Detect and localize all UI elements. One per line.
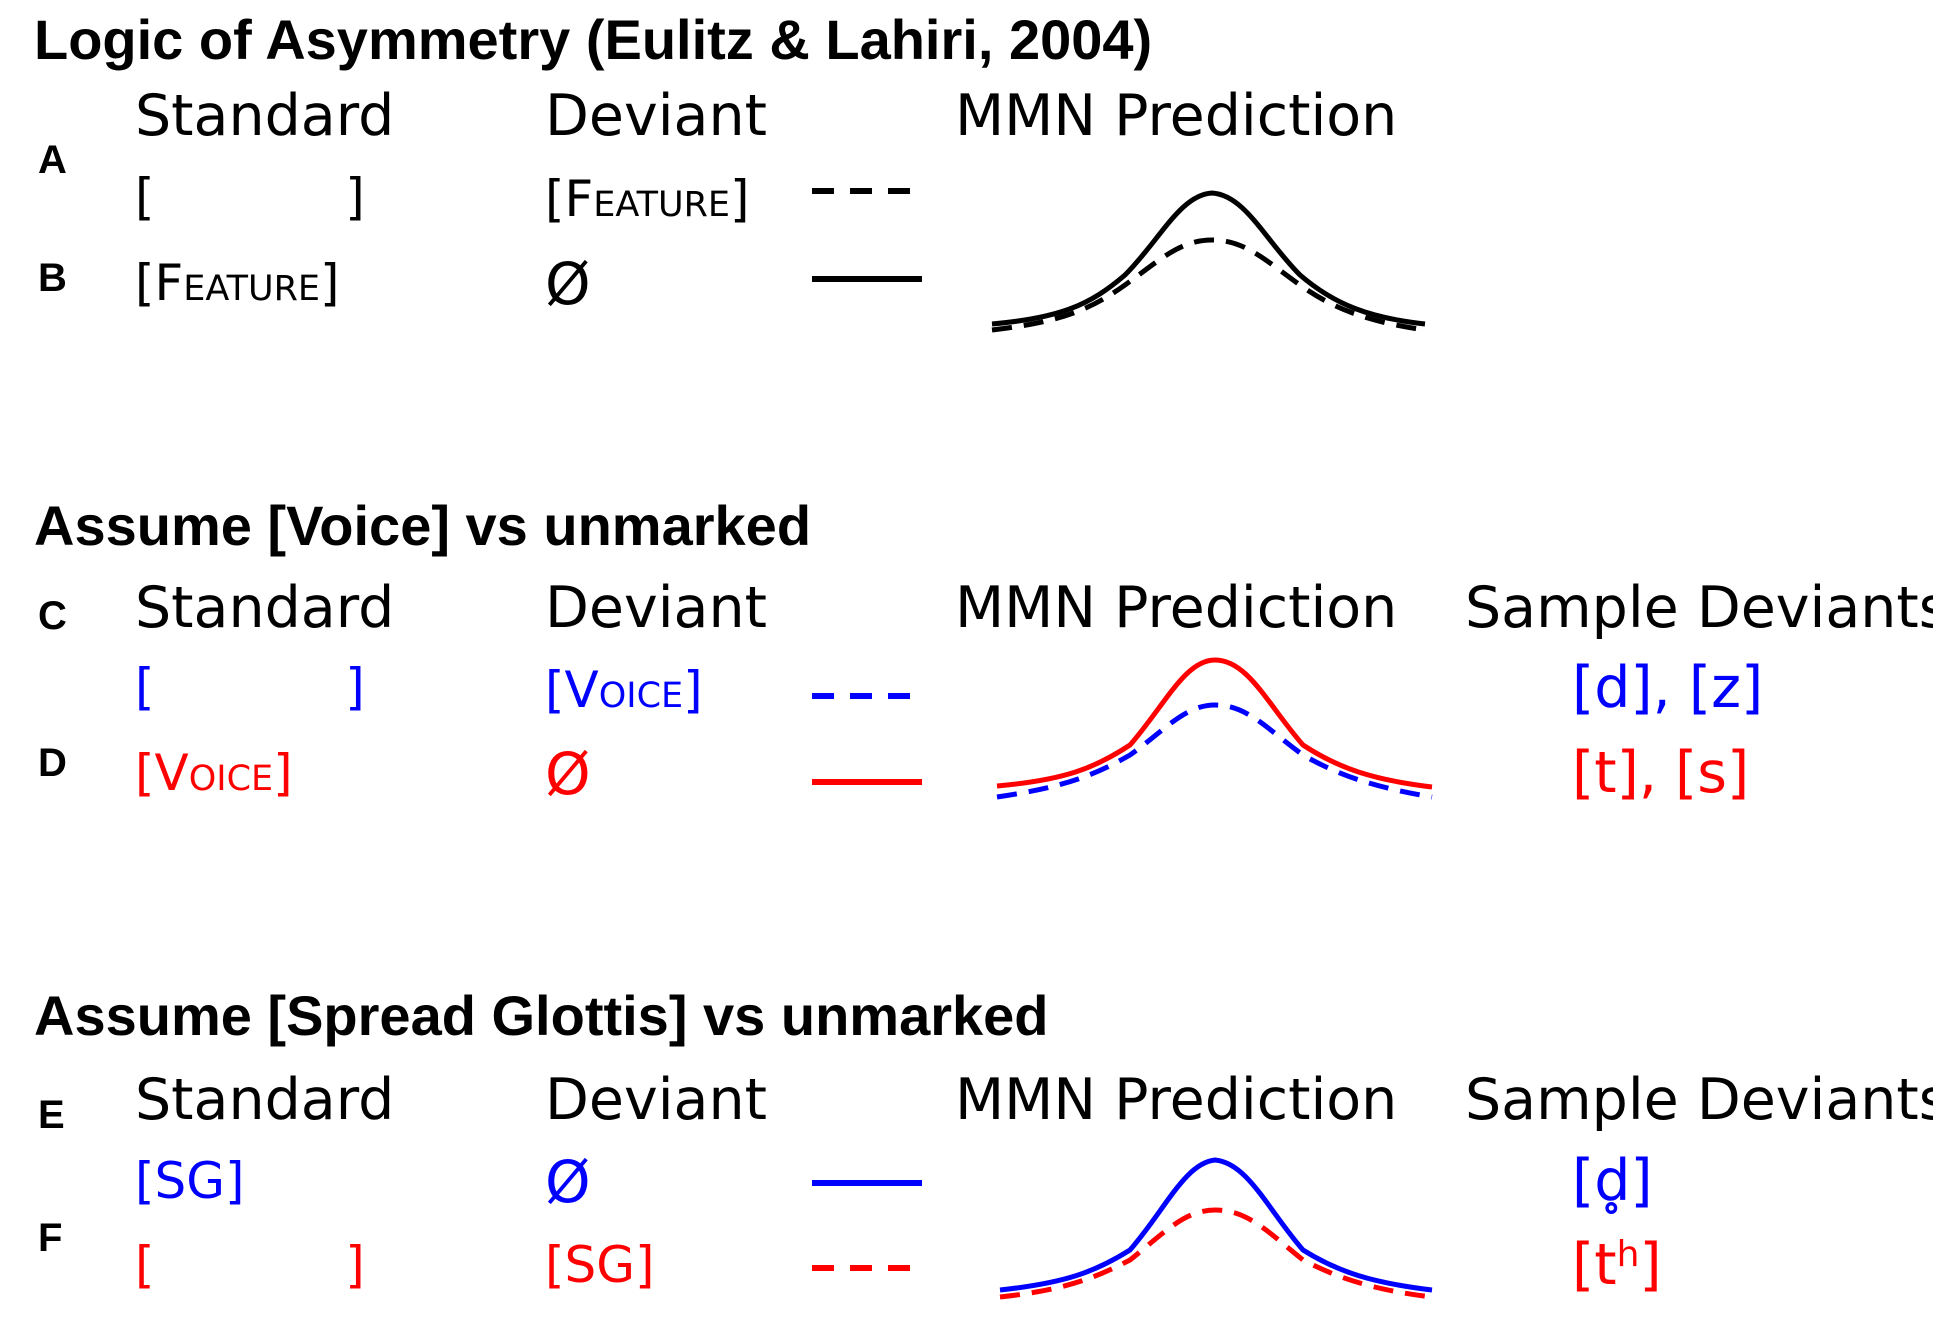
deviant-null-symbol: Ø <box>545 250 591 318</box>
row-letter: E <box>38 1093 65 1137</box>
row-letter: D <box>38 741 67 785</box>
standard-feature: [Feature] <box>135 254 340 312</box>
mmn-curve-small <box>991 237 1426 333</box>
mmn-curve-large <box>996 657 1433 790</box>
sample-text: [t <box>1572 1232 1617 1298</box>
panel-title: Logic of Asymmetry (Eulitz & Lahiri, 200… <box>34 8 1153 71</box>
mmn-curve-large <box>991 190 1426 327</box>
mmn-curve-large <box>999 1157 1433 1293</box>
row-letter: F <box>38 1216 63 1260</box>
deviant-sg: [SG] <box>545 1236 655 1294</box>
deviant-feature: [Feature] <box>545 170 750 228</box>
header-mmn-prediction: MMN Prediction <box>955 1067 1398 1133</box>
panel-title: Assume [Spread Glottis] vs unmarked <box>34 984 1049 1047</box>
sample-text-end: ] <box>1639 1232 1662 1298</box>
standard-empty-bracket: [ ] <box>135 1236 365 1294</box>
standard-sg: [SG] <box>135 1152 245 1210</box>
header-deviant: Deviant <box>545 83 767 149</box>
deviant-null-symbol: Ø <box>545 1148 591 1216</box>
standard-voice: [Voice] <box>135 744 293 802</box>
header-sample-deviants: Sample Deviants <box>1465 575 1933 641</box>
standard-empty-bracket: [ ] <box>135 658 365 716</box>
mmn-curve-small <box>999 1207 1433 1300</box>
standard-empty-bracket: [ ] <box>135 168 365 226</box>
deviant-voice: [Voice] <box>545 661 703 719</box>
header-deviant: Deviant <box>545 1067 767 1133</box>
header-standard: Standard <box>135 1067 395 1133</box>
row-letter: C <box>38 594 67 638</box>
header-mmn-prediction: MMN Prediction <box>955 83 1398 149</box>
sample-deviants-voiced: [d], [z] <box>1572 655 1764 721</box>
header-standard: Standard <box>135 575 395 641</box>
header-mmn-prediction: MMN Prediction <box>955 575 1398 641</box>
deviant-null-symbol: Ø <box>545 740 591 808</box>
row-letter: B <box>38 256 67 300</box>
header-standard: Standard <box>135 83 395 149</box>
row-letter: A <box>38 138 67 182</box>
sample-deviant-devoiced-d: [d̥] <box>1572 1148 1653 1214</box>
header-sample-deviants: Sample Deviants <box>1465 1067 1933 1133</box>
mmn-curve-small <box>996 702 1433 800</box>
sample-superscript: h <box>1616 1234 1640 1275</box>
header-deviant: Deviant <box>545 575 767 641</box>
sample-deviants-voiceless: [t], [s] <box>1572 740 1750 806</box>
panel-title: Assume [Voice] vs unmarked <box>34 494 812 557</box>
sample-deviant-aspirated-t: [th] <box>1572 1237 1662 1294</box>
